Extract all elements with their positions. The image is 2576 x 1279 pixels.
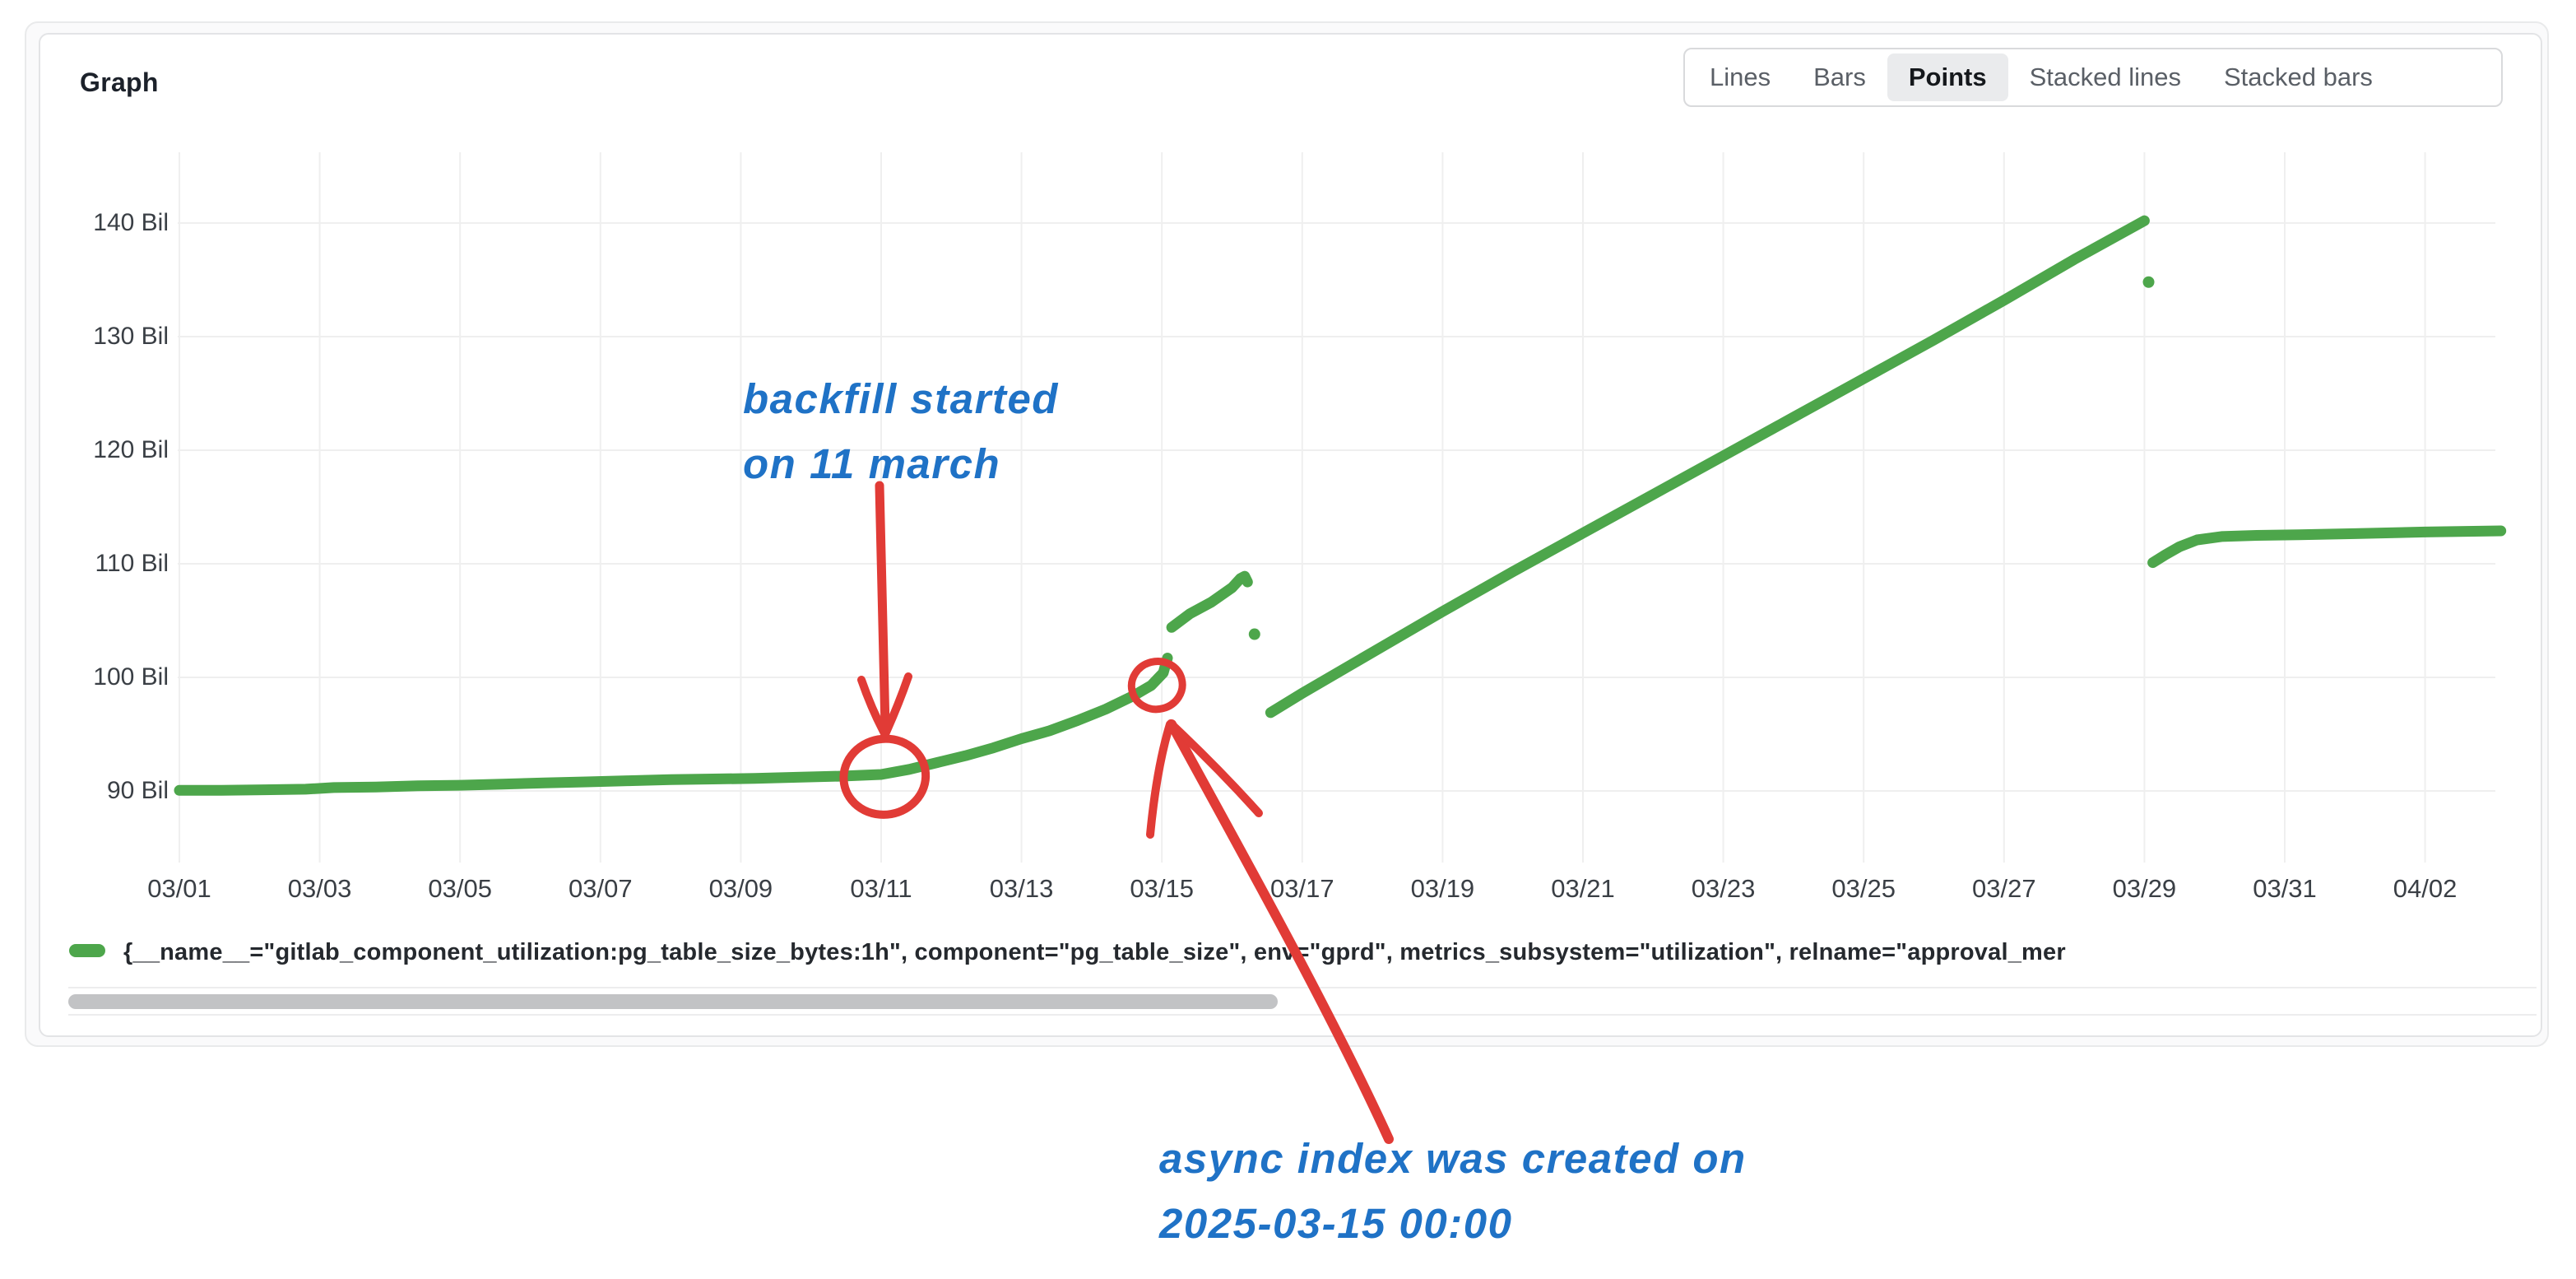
x-axis-label: 03/31 [2253,874,2317,903]
x-axis-label: 03/09 [708,874,773,903]
annotation-async-index-note: async index was created on 2025-03-15 00… [1159,1135,1747,1247]
view-mode-stacked-bars[interactable]: Stacked bars [2223,63,2373,91]
x-axis-label: 03/07 [569,874,633,903]
x-axis-label: 03/13 [989,874,1054,903]
x-axis-label: 03/11 [850,874,912,903]
view-mode-bars[interactable]: Bars [1813,63,1866,91]
y-axis-label: 140 Bil [93,209,169,236]
x-axis-label: 03/15 [1130,874,1194,903]
view-mode-lines[interactable]: Lines [1710,63,1771,91]
scrollbar-bottom-hairline [68,1014,2537,1016]
legend-scrollbar-track[interactable] [68,987,2537,1016]
legend-row: {__name__="gitlab_component_utilization:… [69,933,2525,971]
x-axis-label: 03/23 [1691,874,1756,903]
view-mode-points[interactable]: Points [1887,53,2008,101]
x-axis-label: 03/01 [147,874,211,903]
x-axis-label: 03/21 [1551,874,1615,903]
y-axis-label: 120 Bil [93,436,169,463]
x-axis-label: 03/17 [1270,874,1334,903]
panel-title: Graph [80,67,159,97]
x-axis-label: 03/25 [1831,874,1896,903]
annotation-backfill-note: backfill started on 11 march [743,375,1059,487]
legend-series-label[interactable]: {__name__="gitlab_component_utilization:… [123,939,2066,965]
y-axis-label: 90 Bil [106,777,169,804]
y-axis-label: 110 Bil [95,550,169,577]
view-mode-stacked-lines[interactable]: Stacked lines [2029,63,2181,91]
x-axis-label: 03/29 [2112,874,2177,903]
x-axis-label: 03/05 [428,874,492,903]
scrollbar-top-hairline [68,987,2537,988]
y-axis-label: 100 Bil [93,663,169,691]
x-axis-label: 03/27 [1972,874,2036,903]
x-axis-label: 04/02 [2393,874,2458,903]
legend-series-color-icon [69,944,105,957]
x-axis-label: 03/19 [1410,874,1475,903]
y-axis-label: 130 Bil [93,323,169,350]
view-switcher: Lines Bars Points Stacked lines Stacked bars [1683,48,2503,107]
legend-scrollbar-thumb[interactable] [68,994,1278,1009]
x-axis-label: 03/03 [287,874,352,903]
